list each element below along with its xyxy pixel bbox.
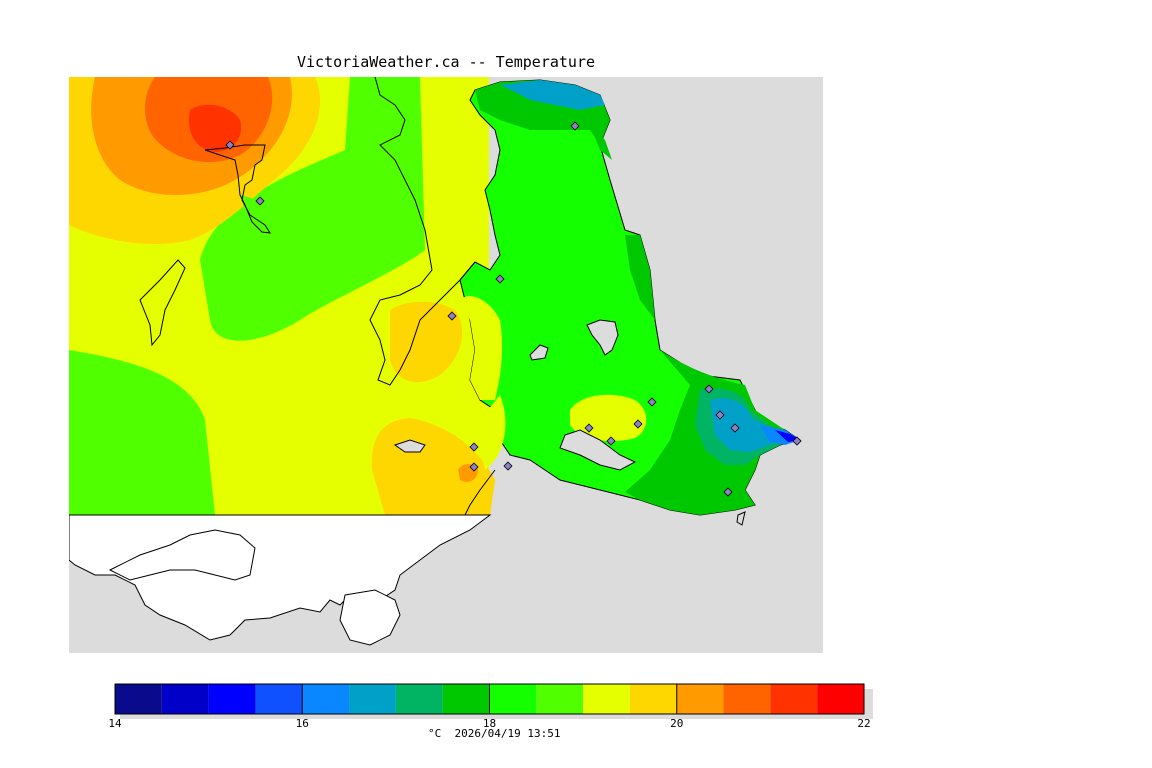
legend-ticks: 14 16 18 20 22: [108, 684, 871, 730]
legend-swatch: [115, 684, 162, 714]
us-island-south: [339, 589, 401, 646]
station-marker[interactable]: [715, 410, 725, 420]
legend-tick-label: 14: [108, 717, 122, 730]
legend-swatch: [395, 684, 443, 714]
station-marker[interactable]: [792, 436, 802, 446]
station-marker[interactable]: [503, 461, 513, 471]
station-marker[interactable]: [730, 423, 740, 433]
legend-swatches: [114, 683, 865, 715]
mainland-coastline: [369, 77, 476, 386]
station-marker[interactable]: [255, 196, 265, 206]
station-marker[interactable]: [469, 442, 479, 452]
legend-swatch: [629, 684, 677, 714]
us-island: [108, 529, 256, 581]
island-lake: [393, 439, 426, 453]
legend-caption: °C 2026/04/19 13:51: [428, 727, 560, 740]
legend-tick-label: 20: [670, 717, 683, 730]
station-marker[interactable]: [723, 487, 733, 497]
legend-swatch: [349, 684, 396, 714]
legend-swatch: [302, 684, 350, 714]
strait-coastline: [464, 469, 496, 516]
station-marker[interactable]: [447, 311, 457, 321]
legend-swatch: [770, 684, 818, 714]
map-title: VictoriaWeather.ca -- Temperature: [297, 53, 596, 71]
legend-swatch: [442, 684, 490, 714]
station-marker[interactable]: [606, 436, 616, 446]
station-marker[interactable]: [704, 384, 714, 394]
island-small: [529, 344, 549, 361]
station-marker[interactable]: [570, 121, 580, 131]
station-marker[interactable]: [469, 462, 479, 472]
station-marker[interactable]: [633, 419, 643, 429]
station-marker[interactable]: [225, 140, 235, 150]
legend-swatch: [536, 684, 584, 714]
legend-swatch: [676, 684, 724, 714]
legend-tick-label: 18: [483, 717, 496, 730]
station-markers: [225, 121, 802, 497]
legend-swatch: [583, 684, 630, 714]
island-discovery: [736, 511, 746, 526]
legend-swatch: [817, 684, 864, 714]
station-marker[interactable]: [647, 397, 657, 407]
island-saltspring: [586, 319, 619, 356]
island-inlet: [559, 429, 637, 471]
legend-swatch: [489, 684, 537, 714]
legend-timestamp: 2026/04/19 13:51: [454, 727, 561, 740]
station-marker[interactable]: [495, 274, 505, 284]
temperature-field-west: [69, 77, 495, 515]
legend-swatch: [255, 684, 303, 714]
legend-swatch: [161, 684, 209, 714]
station-marker[interactable]: [584, 423, 594, 433]
legend-unit: °C: [428, 727, 442, 740]
legend-swatch: [208, 684, 256, 714]
legend-tick-label: 16: [296, 717, 309, 730]
island-gambier: [139, 259, 186, 347]
legend-tick-label: 22: [857, 717, 870, 730]
temperature-field-east: [459, 79, 802, 516]
island-coastline-north: [204, 144, 271, 234]
legend-swatch: [723, 684, 771, 714]
